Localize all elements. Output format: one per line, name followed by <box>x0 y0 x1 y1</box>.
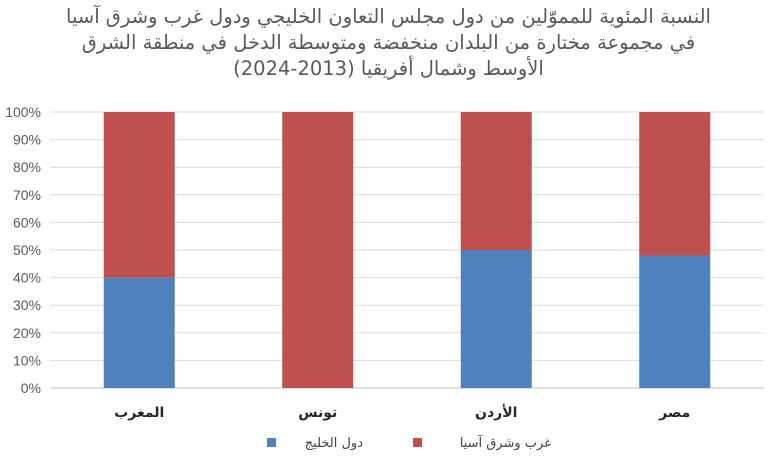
y-tick-label: 40% <box>13 270 41 286</box>
legend: دول الخليج غرب وشرق آسيا <box>267 434 551 451</box>
x-category-label: تونس <box>298 405 337 421</box>
y-axis-tick-labels: 0% 10% 20% 30% 40% 50% 60% 70% 80% 90% 100% <box>5 104 41 396</box>
chart-title: النسبة المئوية للمموّلين من دول مجلس الت… <box>0 4 777 82</box>
y-tick-label: 90% <box>13 132 41 148</box>
bar-segment <box>639 255 711 388</box>
y-tick-label: 60% <box>13 214 41 230</box>
bar-segment <box>639 112 711 256</box>
y-tick-label: 50% <box>13 242 41 258</box>
y-tick-label: 70% <box>13 187 41 203</box>
y-tick-label: 0% <box>21 380 41 396</box>
legend-label: دول الخليج <box>305 436 363 451</box>
y-tick-label: 10% <box>13 352 41 368</box>
x-category-label: المغرب <box>114 405 164 421</box>
y-tick-label: 30% <box>13 297 41 313</box>
chart-title-line-3: الأوسط وشمال أفريقيا (2013-2024) <box>233 57 544 80</box>
x-category-label: مصر <box>658 405 690 421</box>
y-tick-label: 100% <box>5 104 41 120</box>
x-category-label: الأردن <box>475 404 517 421</box>
legend-swatch <box>413 438 422 447</box>
y-tick-label: 20% <box>13 325 41 341</box>
chart-title-line-1: النسبة المئوية للمموّلين من دول مجلس الت… <box>66 5 711 28</box>
bars <box>103 112 711 388</box>
bar-segment <box>103 112 175 278</box>
bar-segment <box>460 112 532 250</box>
legend-swatch <box>267 438 276 447</box>
bar-segment <box>103 277 175 388</box>
x-axis-category-labels: المغرب تونس الأردن مصر <box>114 404 690 421</box>
legend-label: غرب وشرق آسيا <box>460 434 551 451</box>
bar-segment <box>282 112 354 388</box>
chart-title-line-2: في مجموعة مختارة من البلدان منخفضة ومتوس… <box>81 31 696 54</box>
bar-segment <box>460 250 532 388</box>
y-tick-label: 80% <box>13 159 41 175</box>
